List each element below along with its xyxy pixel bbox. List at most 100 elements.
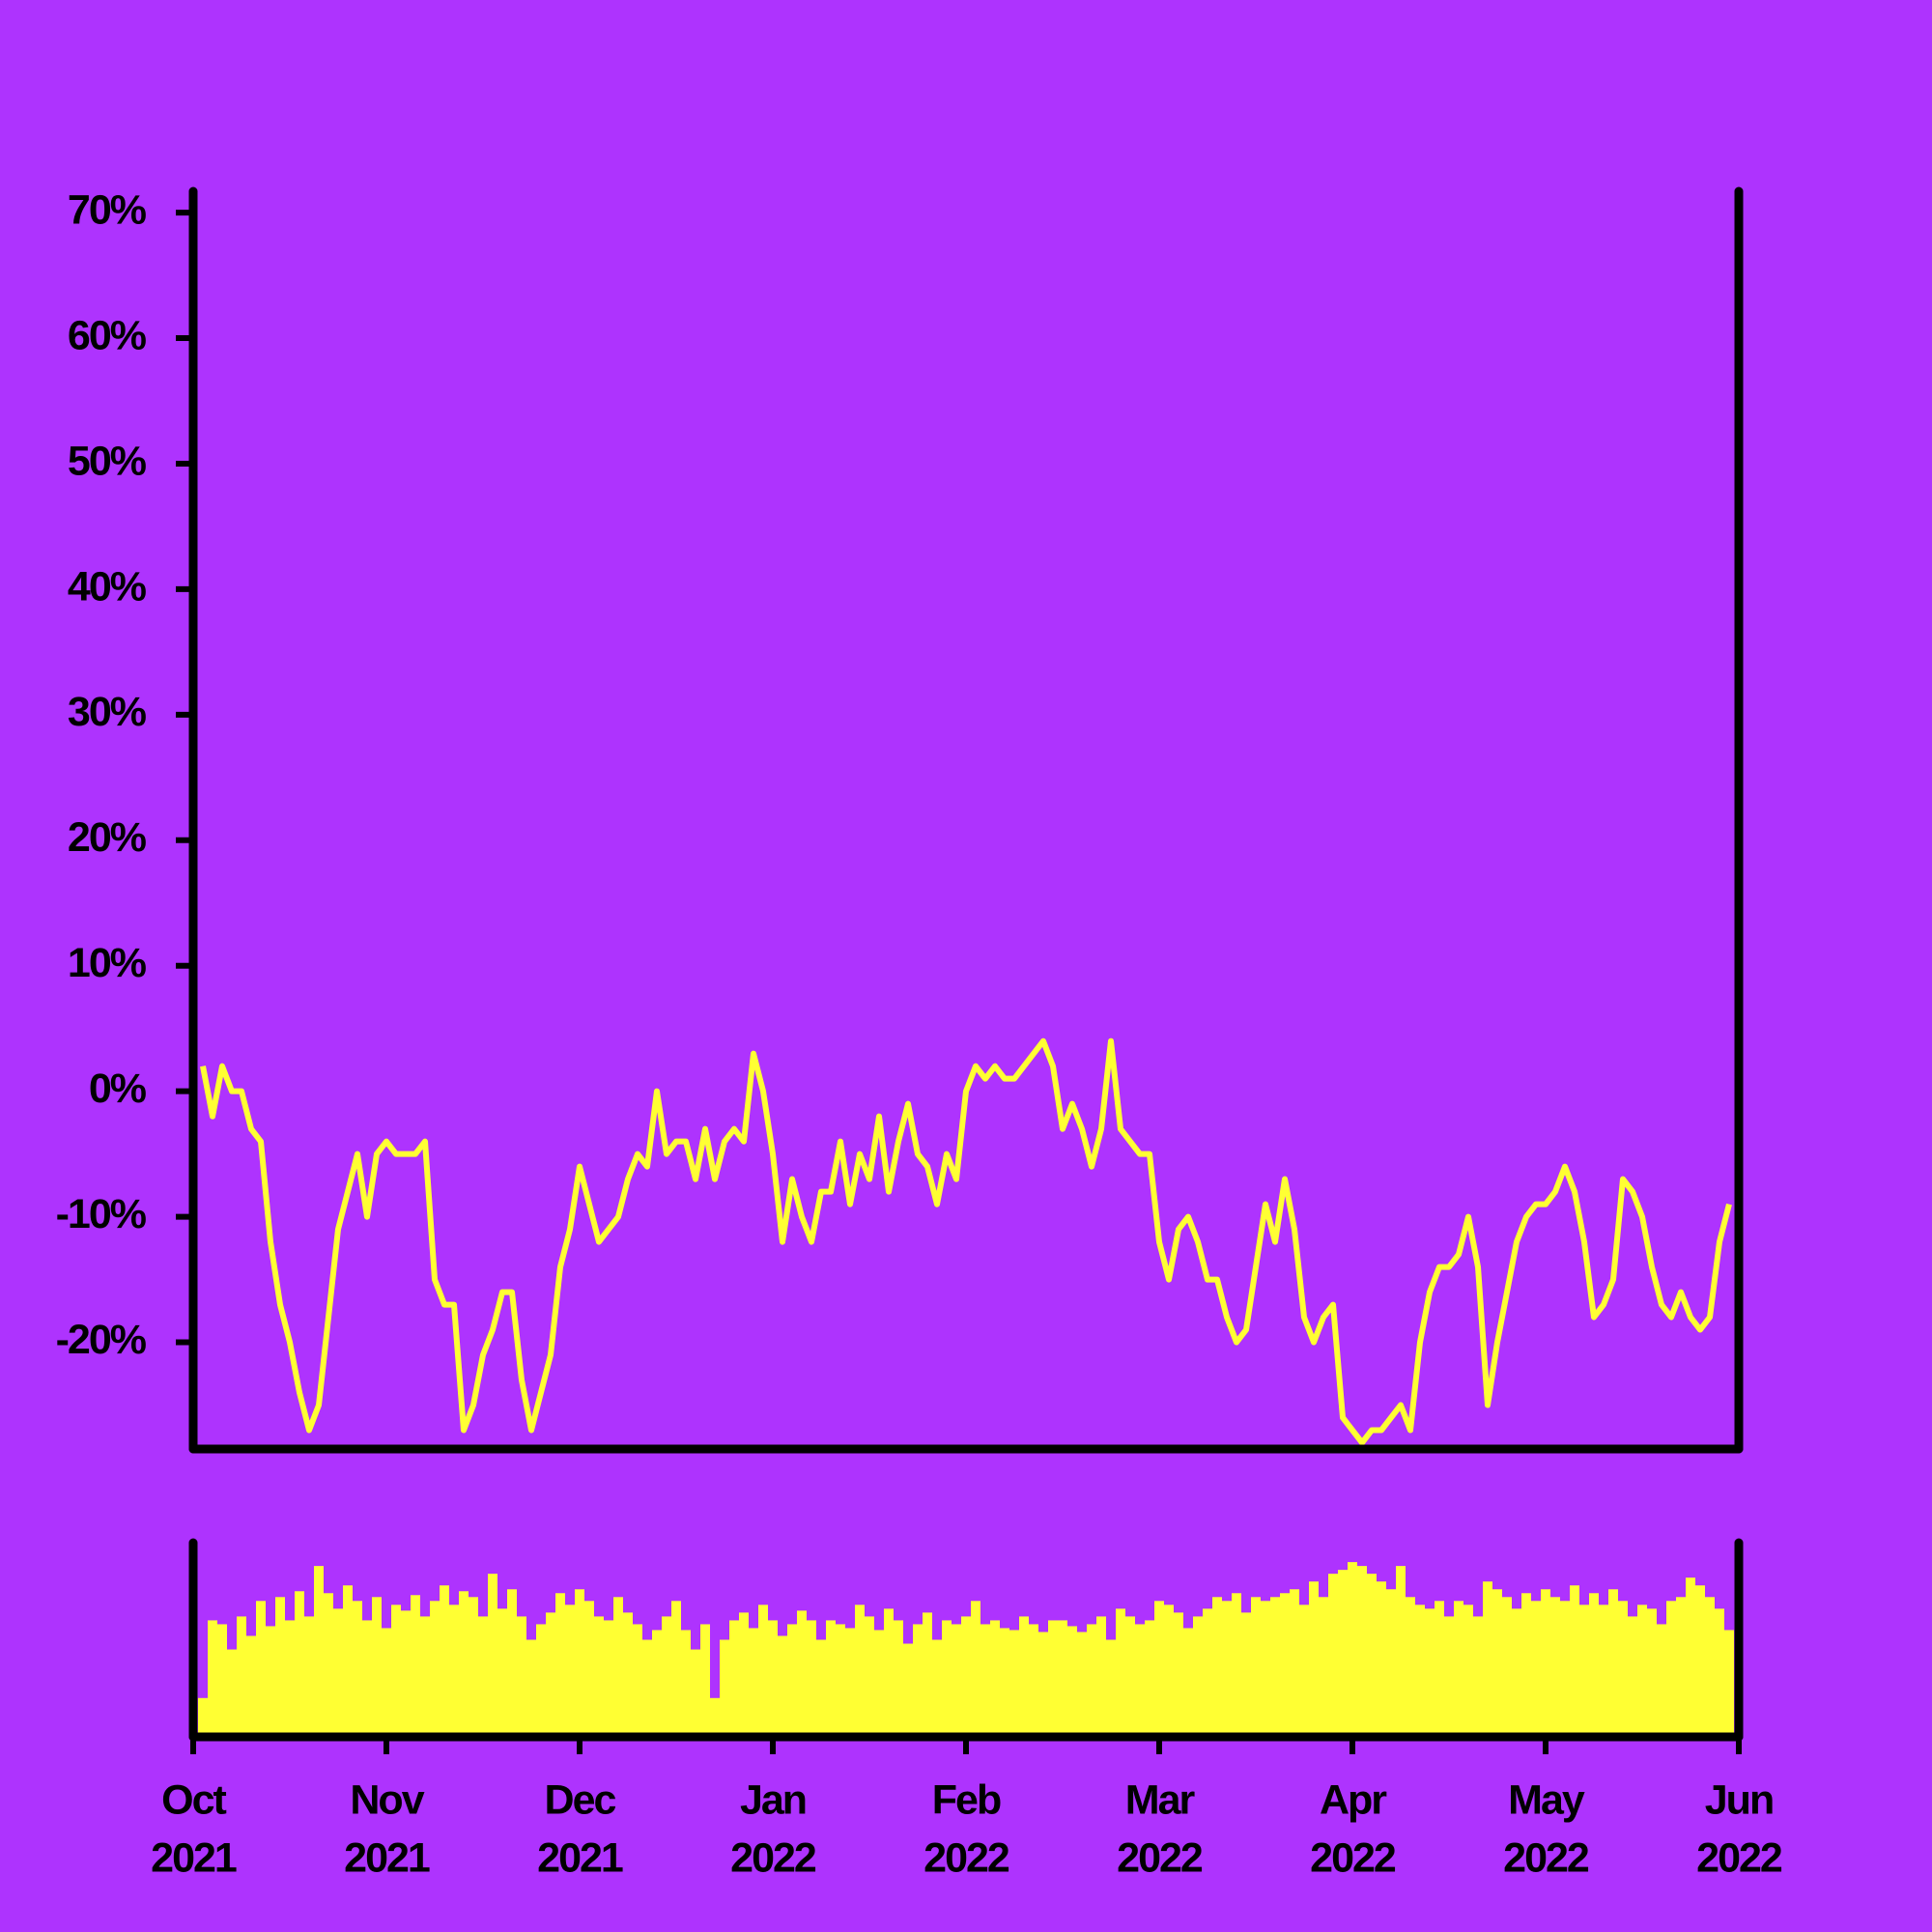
volume-bar [1029, 1624, 1038, 1737]
volume-bar [1019, 1616, 1029, 1737]
volume-bar [1386, 1589, 1396, 1737]
volume-bar [266, 1626, 275, 1737]
volume-bar [1135, 1624, 1145, 1737]
volume-bar [478, 1616, 488, 1737]
volume-bar [1096, 1616, 1106, 1737]
volume-bar [1473, 1616, 1483, 1737]
volume-bar [1280, 1593, 1290, 1737]
volume-bar [362, 1620, 372, 1737]
volume-bar [1154, 1601, 1164, 1737]
volume-bar [1425, 1608, 1435, 1737]
volume-bar [1483, 1581, 1492, 1737]
volume-bar [1454, 1601, 1463, 1737]
volume-bar [1618, 1601, 1628, 1737]
volume-bar [1715, 1608, 1724, 1737]
x-tick-label: 2022 [923, 1834, 1009, 1881]
volume-bar [391, 1605, 401, 1737]
volume-bar [807, 1620, 816, 1737]
volume-bar [333, 1608, 343, 1737]
volume-bar [1647, 1608, 1657, 1737]
volume-bar [1222, 1601, 1232, 1737]
volume-bar [729, 1620, 739, 1737]
volume-bar [700, 1624, 710, 1737]
volume-bar [314, 1566, 324, 1737]
volume-bar [990, 1620, 1000, 1737]
volume-bar [227, 1649, 237, 1737]
volume-bar [497, 1608, 507, 1737]
volume-bar [1589, 1593, 1599, 1737]
volume-bar [816, 1639, 826, 1737]
volume-bar [411, 1595, 420, 1737]
volume-bar [1377, 1581, 1386, 1737]
volume-bar [1705, 1597, 1715, 1737]
volume-bar [1686, 1577, 1695, 1737]
volume-bar [604, 1620, 613, 1737]
y-tick-label: -20% [56, 1317, 147, 1363]
x-tick-label: 2021 [344, 1834, 430, 1881]
volume-bar [1290, 1589, 1299, 1737]
volume-bar [913, 1624, 923, 1737]
volume-bar [1492, 1589, 1502, 1737]
volume-bar [1000, 1628, 1009, 1737]
volume-bar [845, 1628, 855, 1737]
volume-bar [1309, 1581, 1319, 1737]
volume-bar [894, 1620, 903, 1737]
volume-bar [372, 1597, 382, 1737]
volume-bar [295, 1591, 304, 1737]
volume-bar [1628, 1616, 1637, 1737]
volume-bar [932, 1639, 942, 1737]
volume-bar [1116, 1608, 1125, 1737]
volume-bar [1608, 1589, 1618, 1737]
volume-bar [739, 1612, 749, 1737]
volume-bar [1676, 1597, 1686, 1737]
volume-bar [1531, 1601, 1541, 1737]
volume-bar [546, 1612, 555, 1737]
volume-bar [488, 1574, 497, 1737]
volume-bar [1048, 1620, 1058, 1737]
x-tick-label: Oct [161, 1776, 226, 1823]
volume-bar [865, 1616, 874, 1737]
volume-bar [459, 1591, 469, 1737]
x-tick-label: Mar [1125, 1776, 1196, 1823]
volume-bar [382, 1628, 391, 1737]
volume-bar [1241, 1612, 1251, 1737]
volume-bar [1512, 1608, 1521, 1737]
volume-bar [758, 1605, 768, 1737]
volume-bar [1599, 1605, 1608, 1737]
volume-bar [874, 1630, 884, 1737]
volume-bar [555, 1593, 565, 1737]
volume-bar [1357, 1566, 1367, 1737]
volume-bar [1261, 1601, 1270, 1737]
volume-bar [681, 1630, 691, 1737]
volume-bar [584, 1601, 594, 1737]
volume-bar [961, 1616, 971, 1737]
volume-bar [304, 1616, 314, 1737]
volume-bar [768, 1620, 778, 1737]
volume-bar [526, 1639, 536, 1737]
x-tick-label: 2022 [1503, 1834, 1589, 1881]
volume-bar [980, 1624, 990, 1737]
volume-bar [1058, 1620, 1067, 1737]
volume-bar [1502, 1597, 1512, 1737]
volume-bar [217, 1624, 227, 1737]
volume-bar [642, 1639, 652, 1737]
volume-bar [1570, 1585, 1579, 1737]
volume-bar [671, 1601, 681, 1737]
volume-bar [836, 1624, 845, 1737]
volume-bar [1338, 1570, 1348, 1737]
volume-bar [1319, 1597, 1328, 1737]
volume-bar [1695, 1585, 1705, 1737]
volume-bar [652, 1630, 662, 1737]
x-tick-label: 2022 [1696, 1834, 1782, 1881]
volume-bar [1174, 1612, 1183, 1737]
volume-bar [1183, 1628, 1193, 1737]
volume-bar [449, 1605, 459, 1737]
volume-bar [797, 1610, 807, 1737]
volume-bar [1637, 1605, 1647, 1737]
volume-bar [1299, 1605, 1309, 1737]
volume-bar [923, 1612, 932, 1737]
volume-bar [237, 1616, 246, 1737]
volume-bar [1657, 1624, 1666, 1737]
volume-bar [430, 1601, 440, 1737]
y-tick-label: 60% [68, 312, 147, 358]
